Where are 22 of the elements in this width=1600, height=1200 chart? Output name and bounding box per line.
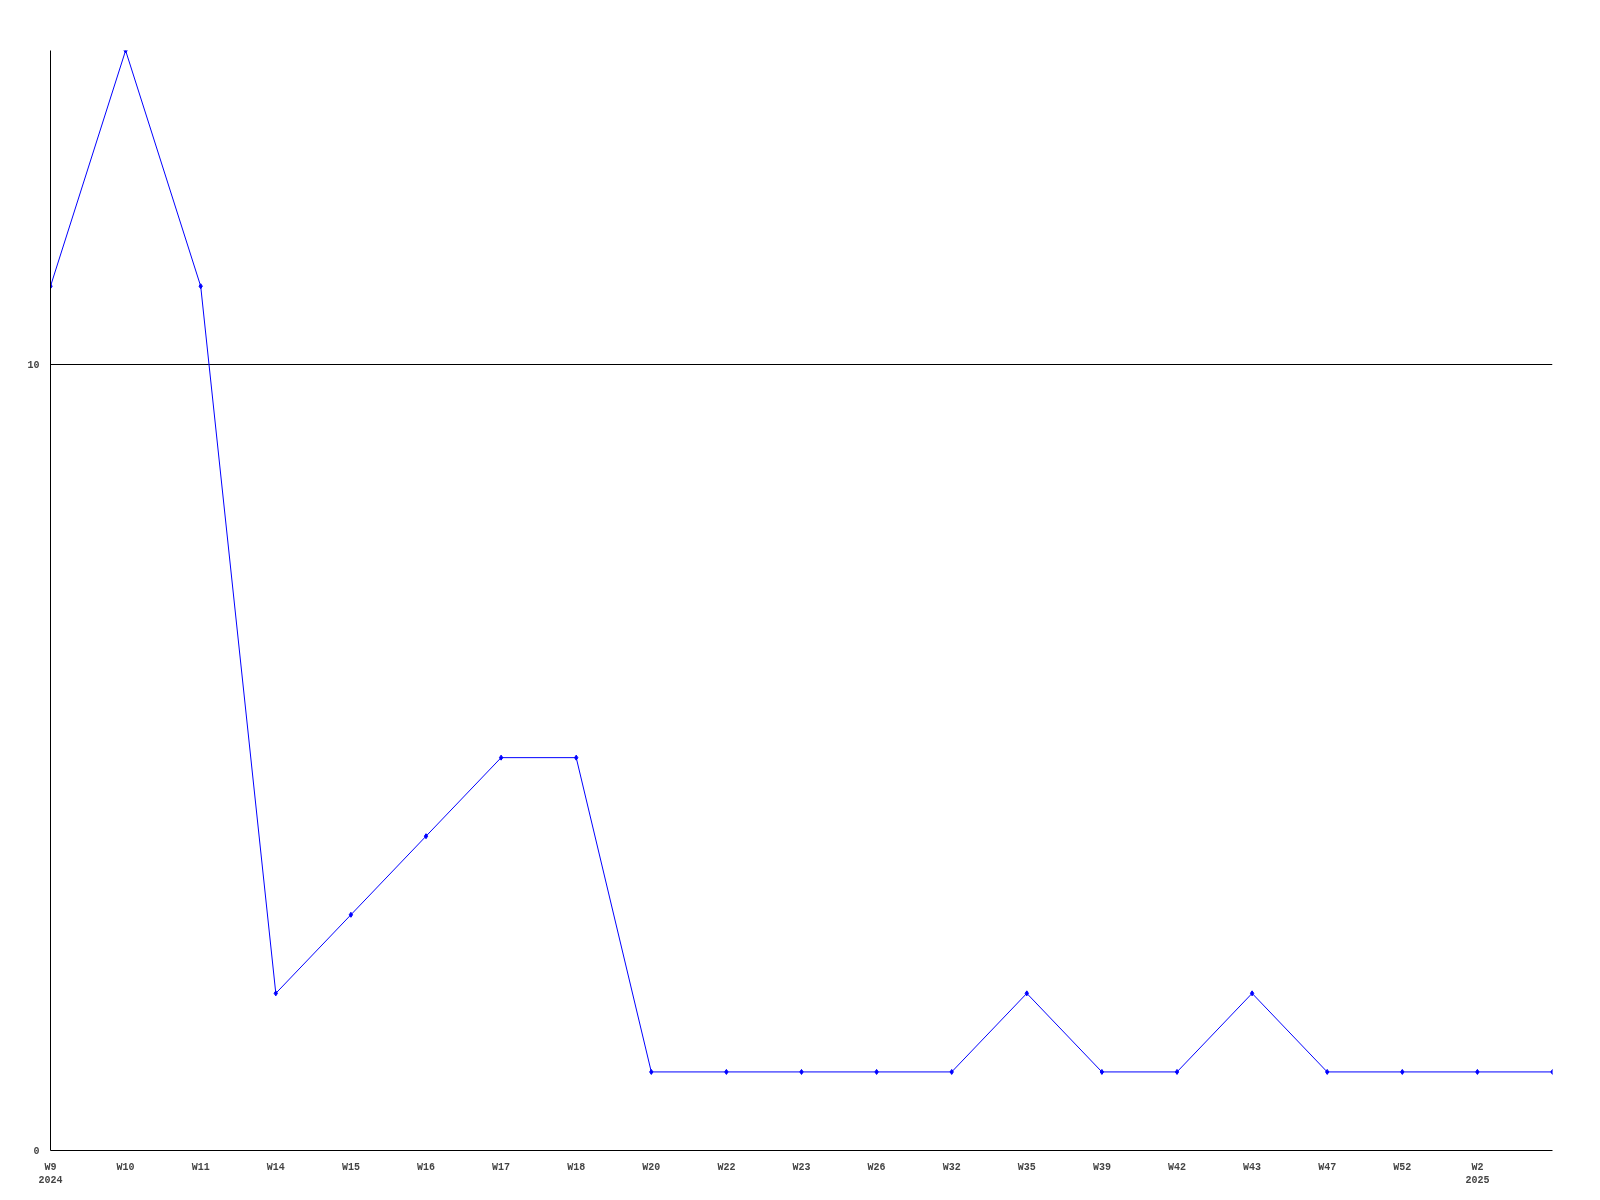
x-tick-label: W18 [567,1161,586,1173]
x-tick-label: W39 [1092,1161,1111,1173]
x-tick-label: W52 [1393,1161,1412,1173]
x-tick-label: W22 [717,1161,736,1173]
x-tick-label: W9 2024 [38,1161,63,1186]
x-tick-label: W35 [1017,1161,1036,1173]
x-tick-label: W47 [1318,1161,1337,1173]
x-tick-label: W10 [116,1161,135,1173]
x-tick-label: W14 [266,1161,285,1173]
x-tick-label: W26 [867,1161,886,1173]
x-tick-label: W15 [341,1161,360,1173]
x-tick-label: W2 2025 [1465,1161,1490,1186]
y-tick-label: 10 [27,360,40,372]
x-tick-label: W17 [492,1161,511,1173]
y-tick-label: 0 [33,1146,40,1157]
x-tick-label: W43 [1243,1161,1262,1173]
x-tick-label: W20 [642,1161,661,1173]
x-tick-label: W11 [191,1161,210,1173]
x-tick-label: W42 [1168,1161,1187,1173]
x-tick-label: W32 [942,1161,961,1173]
x-tick-label: W16 [417,1161,436,1173]
x-tick-label: W23 [792,1161,811,1173]
